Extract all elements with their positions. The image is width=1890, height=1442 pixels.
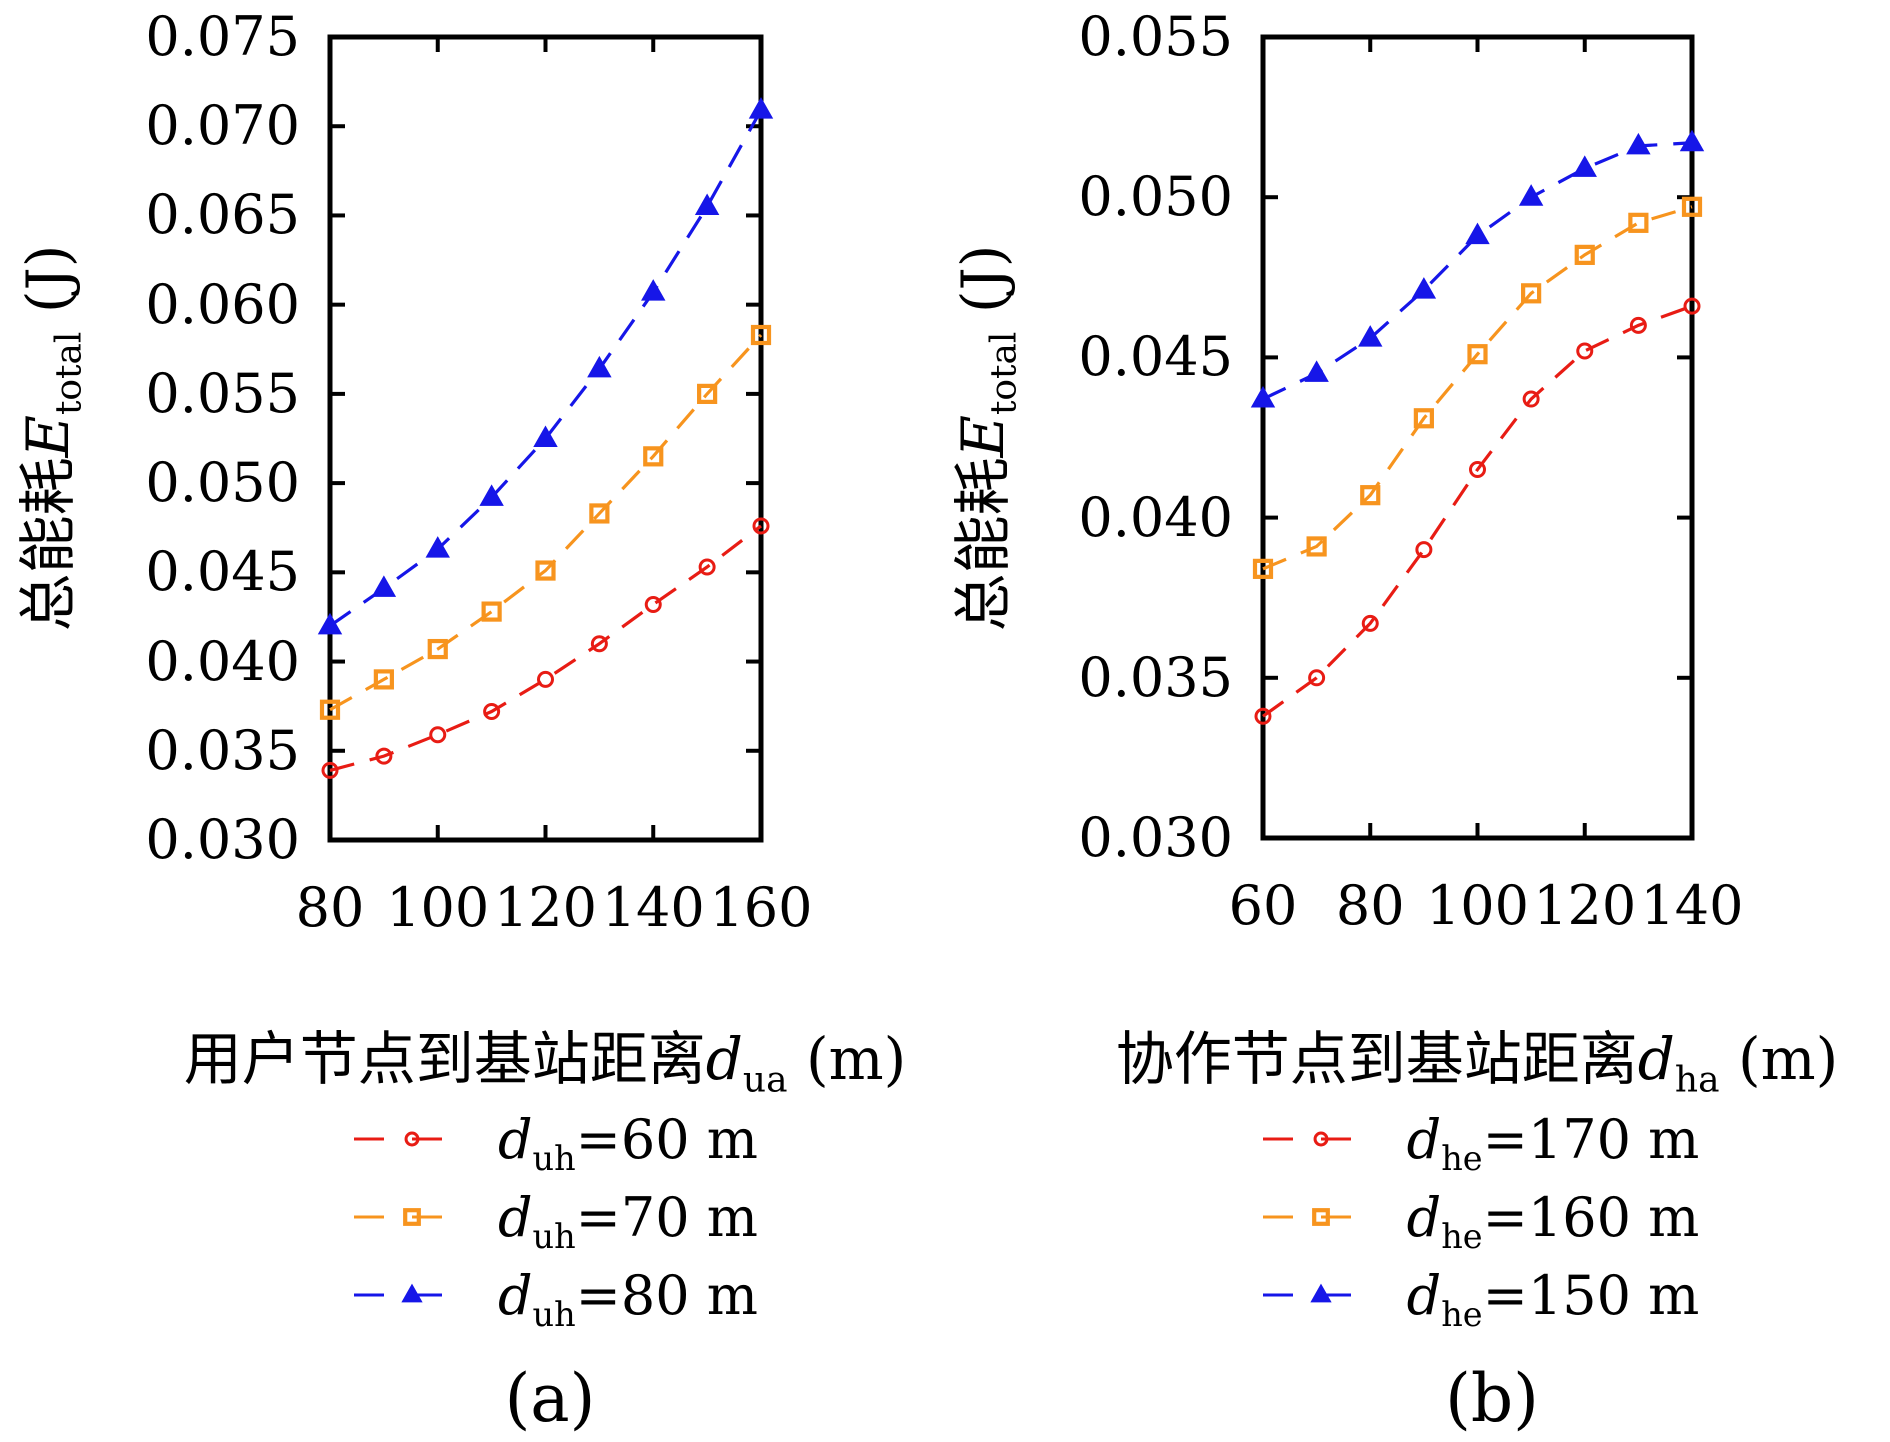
y-tick-label: 0.050 — [1078, 165, 1233, 229]
y-axis-label-text: 总能耗 — [949, 457, 1017, 632]
y-tick-label: 0.030 — [1078, 806, 1233, 869]
x-tick-label: 160 — [709, 876, 813, 939]
x-tick-label: 80 — [295, 876, 365, 939]
caption-b: (b) — [1445, 1360, 1539, 1437]
y-tick-label: 0.075 — [145, 5, 300, 68]
x-tick-label: 60 — [1228, 874, 1298, 937]
y-tick-label: 0.030 — [145, 808, 300, 871]
y-tick-label: 0.055 — [1078, 5, 1233, 68]
x-axis-label-var: d — [705, 1025, 743, 1093]
x-tick-label: 120 — [493, 876, 598, 939]
x-tick-label: 140 — [601, 876, 705, 939]
y-tick-label: 0.055 — [145, 361, 300, 425]
x-tick-label: 140 — [1640, 874, 1744, 937]
y-axis-label-unit: (J) — [949, 244, 1017, 332]
legend-label: dhe=160 m — [1406, 1185, 1700, 1256]
plot-area-b — [1250, 34, 1705, 841]
y-tick-label: 0.040 — [1078, 485, 1233, 549]
y-tick-label: 0.070 — [145, 94, 300, 158]
y-axis-label-text: 总能耗 — [14, 457, 82, 632]
x-tick-label: 100 — [386, 876, 490, 939]
legend-sample-circle-icon — [1261, 1117, 1381, 1161]
legend-label: dhe=150 m — [1406, 1263, 1700, 1334]
legend-item: duh=60 m — [285, 1100, 825, 1178]
legend-label: duh=70 m — [497, 1185, 759, 1256]
x-tick-label: 100 — [1425, 874, 1530, 937]
y-tick-label: 0.050 — [145, 451, 300, 515]
y-axis-label-b: 总能耗Etotal (J) — [949, 0, 1025, 888]
legend-label: dhe=170 m — [1406, 1107, 1700, 1178]
y-tick-label: 0.040 — [145, 629, 300, 693]
y-tick-label: 0.035 — [145, 718, 300, 782]
x-axis-label-sub: ha — [1674, 1059, 1720, 1101]
legend-sample-square-icon — [1261, 1195, 1381, 1239]
y-axis-label-var: E — [14, 415, 82, 458]
legend-sample-square-icon — [352, 1195, 472, 1239]
legend-label: duh=60 m — [497, 1107, 759, 1178]
y-axis-label-a: 总能耗Etotal (J) — [14, 0, 90, 888]
y-tick-label: 0.060 — [145, 272, 300, 336]
y-axis-label-unit: (J) — [14, 244, 82, 332]
x-axis-label-unit: (m) — [1719, 1025, 1839, 1093]
y-axis-label-var: E — [949, 415, 1017, 458]
legend-sample-triangle-icon — [352, 1273, 472, 1317]
x-tick-label: 80 — [1335, 874, 1405, 937]
x-axis-label-sub: ua — [742, 1059, 788, 1101]
legend-label: duh=80 m — [497, 1263, 759, 1334]
legend-item: dhe=170 m — [1200, 1100, 1760, 1178]
legend-item: duh=70 m — [285, 1178, 825, 1256]
caption-a: (a) — [504, 1360, 596, 1437]
y-tick-label: 0.045 — [1078, 325, 1233, 389]
legend-item: dhe=150 m — [1200, 1256, 1760, 1334]
x-axis-label-text: 用户节点到基站距离 — [183, 1025, 706, 1093]
x-tick-label: 120 — [1533, 874, 1637, 937]
legend-sample-triangle-icon — [1261, 1273, 1381, 1317]
y-tick-label: 0.065 — [145, 183, 300, 247]
x-axis-label-b: 协作节点到基站距离dha (m) — [1077, 1025, 1877, 1098]
y-tick-label: 0.035 — [1078, 645, 1233, 709]
legend-item: duh=80 m — [285, 1256, 825, 1334]
x-axis-label-unit: (m) — [787, 1025, 907, 1093]
legend-sample-circle-icon — [352, 1117, 472, 1161]
plot-area-a — [317, 34, 774, 843]
x-axis-label-var: d — [1637, 1025, 1675, 1093]
x-axis-label-a: 用户节点到基站距离dua (m) — [145, 1025, 945, 1098]
y-tick-label: 0.045 — [145, 540, 300, 604]
x-axis-label-text: 协作节点到基站距离 — [1115, 1025, 1638, 1093]
legend-item: dhe=160 m — [1200, 1178, 1760, 1256]
